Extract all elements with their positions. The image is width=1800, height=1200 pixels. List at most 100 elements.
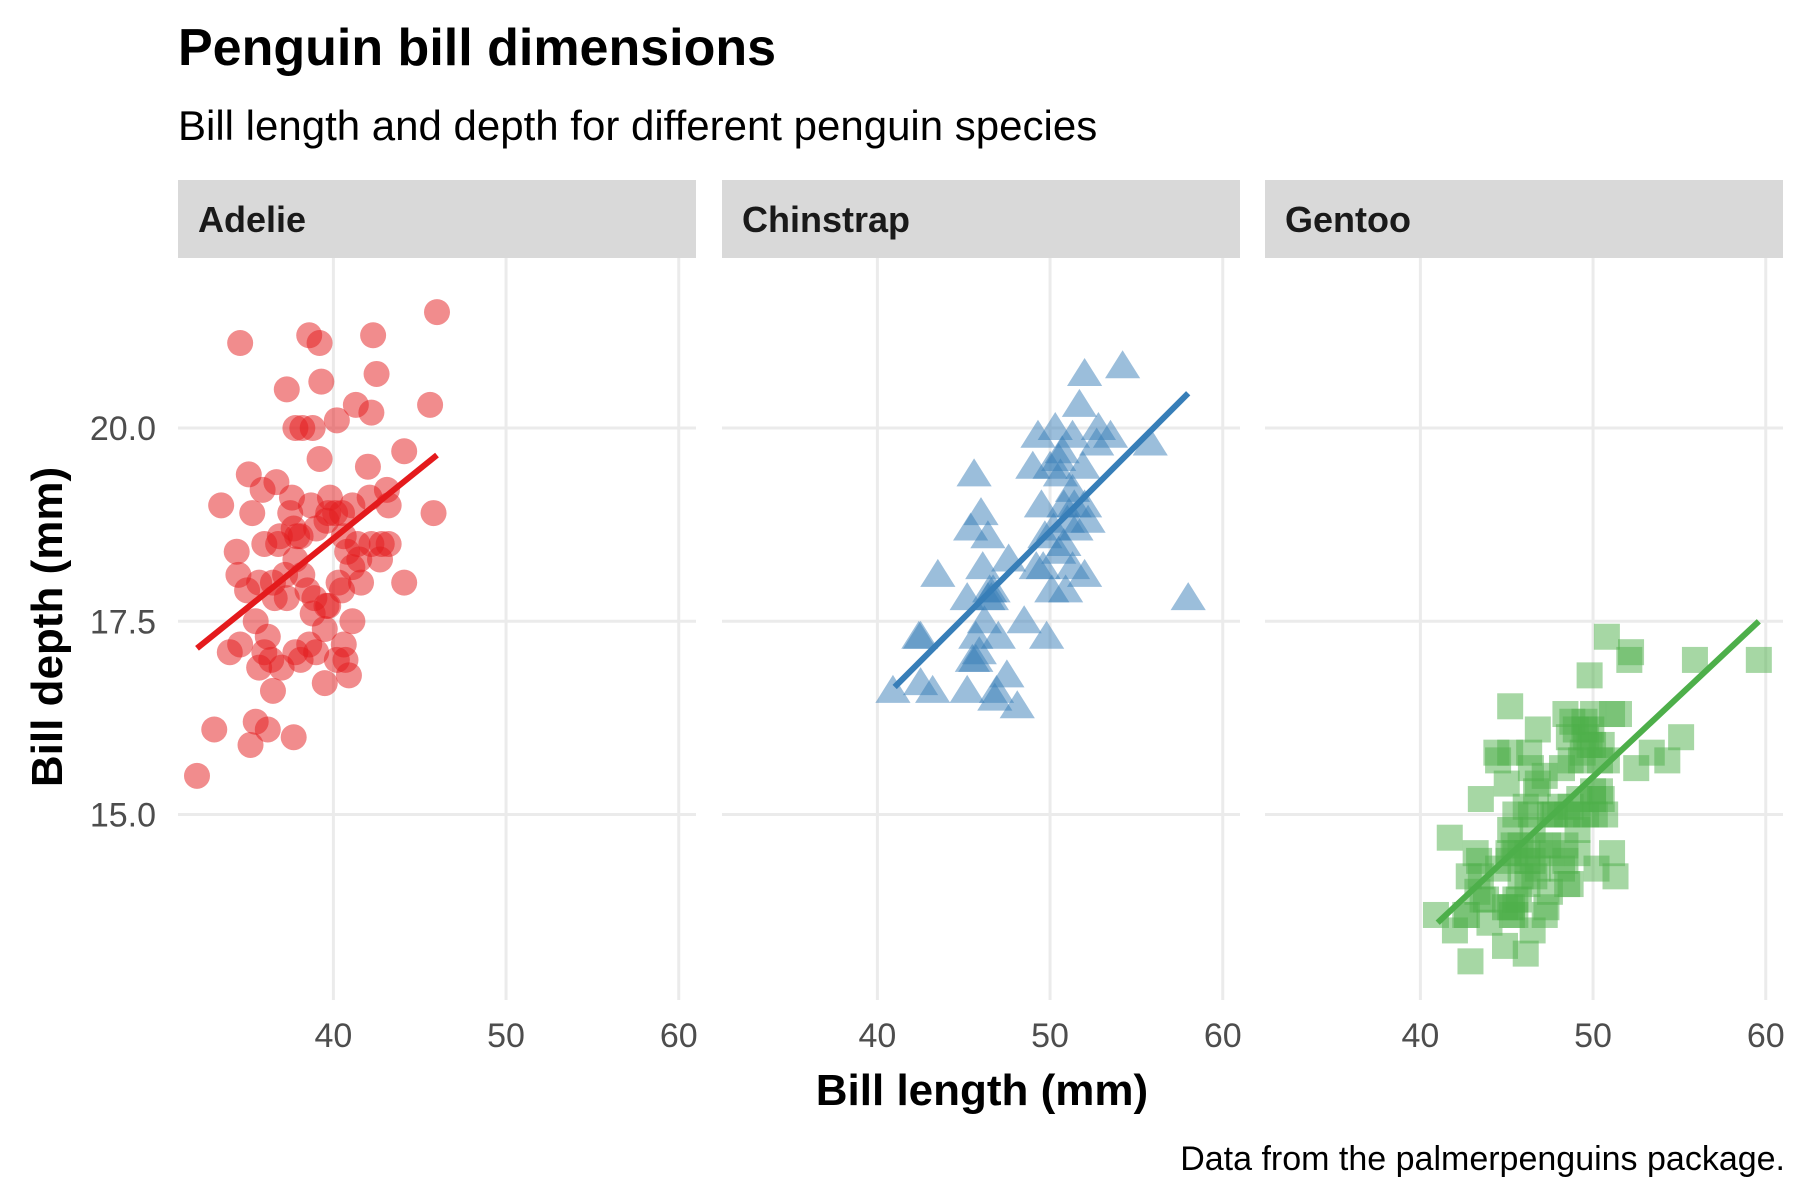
data-point [1025, 551, 1061, 580]
data-point [1079, 427, 1115, 456]
data-point [237, 731, 264, 758]
data-point [1054, 419, 1091, 448]
series-chinstrap-points [875, 350, 1206, 719]
data-point [1592, 801, 1619, 828]
data-point [354, 453, 381, 480]
data-point [1048, 574, 1084, 603]
data-point [1467, 786, 1494, 813]
x-axis-title: Bill length (mm) [816, 1066, 1148, 1115]
data-point [1044, 435, 1080, 464]
data-point [1668, 724, 1695, 751]
data-point [273, 585, 300, 612]
data-point [1512, 940, 1539, 967]
data-point [303, 639, 330, 666]
y-tick-label: 20.0 [90, 410, 156, 448]
data-point [999, 690, 1035, 719]
data-point [980, 620, 1016, 649]
data-point [363, 360, 390, 387]
data-point [1065, 450, 1101, 479]
data-point [1132, 427, 1168, 456]
data-point [1029, 620, 1065, 649]
data-point [259, 677, 286, 704]
data-point [1037, 412, 1073, 441]
data-point [358, 399, 385, 426]
y-axis-title: Bill depth (mm) [23, 467, 72, 787]
data-point [227, 330, 254, 357]
facet-strip [178, 180, 696, 258]
data-point [1020, 419, 1056, 448]
data-point [306, 445, 333, 472]
data-point [308, 368, 335, 395]
data-point [1681, 646, 1708, 673]
data-point [208, 492, 235, 519]
series-adelie-points [183, 299, 450, 789]
trend-line [195, 452, 439, 651]
data-point [1457, 948, 1484, 975]
facet-strip [722, 180, 1240, 258]
data-point [1046, 527, 1082, 556]
data-point [1605, 701, 1632, 728]
data-point [989, 659, 1025, 688]
x-tick-label: 60 [1747, 1017, 1785, 1055]
data-point [1061, 388, 1098, 417]
y-tick-label: 17.5 [90, 603, 156, 641]
data-point [420, 500, 447, 527]
data-point [201, 716, 228, 743]
chart-subtitle: Bill length and depth for different peng… [178, 102, 1097, 149]
facet-strip [1265, 180, 1783, 258]
trend-line [1435, 619, 1761, 925]
data-point [1070, 504, 1106, 533]
data-point [1023, 489, 1060, 518]
y-tick-labels: 15.0 17.5 20.0 [90, 410, 156, 834]
data-point [335, 662, 362, 689]
data-point [1493, 770, 1520, 797]
data-point [254, 716, 281, 743]
data-point [1557, 871, 1584, 898]
x-tick-label: 40 [314, 1017, 352, 1055]
data-point [306, 330, 333, 357]
data-point [963, 497, 999, 526]
data-point [1104, 350, 1141, 379]
data-point [1436, 824, 1463, 851]
data-point [254, 623, 281, 650]
x-tick-label: 40 [1401, 1017, 1439, 1055]
x-tick-label: 60 [1204, 1017, 1242, 1055]
facet-panel-gentoo: Gentoo 40 50 60 [1265, 180, 1785, 1055]
data-point [902, 620, 939, 649]
data-point [978, 674, 1015, 703]
data-point [360, 322, 387, 349]
data-point [311, 670, 338, 697]
x-tick-label: 50 [1574, 1017, 1612, 1055]
data-point [875, 674, 911, 703]
data-point [1745, 646, 1772, 673]
chart-caption: Data from the palmerpenguins package. [1180, 1140, 1785, 1178]
data-point [323, 407, 350, 434]
data-point [915, 674, 951, 703]
data-point [958, 620, 994, 649]
data-point [299, 415, 326, 442]
data-point [183, 762, 210, 789]
data-point [280, 724, 307, 751]
x-tick-label: 50 [487, 1017, 525, 1055]
data-point [1599, 840, 1626, 867]
data-point [961, 636, 997, 665]
data-point [348, 569, 375, 596]
data-point [375, 530, 402, 557]
facet-strip-label: Gentoo [1285, 199, 1411, 240]
data-point [223, 538, 250, 565]
data-point [1067, 357, 1103, 386]
data-point [1654, 747, 1681, 774]
data-point [311, 616, 338, 642]
trend-line [892, 391, 1191, 690]
data-point [417, 391, 444, 418]
data-point [949, 674, 985, 703]
data-point [1006, 605, 1042, 634]
data-point [970, 520, 1006, 549]
data-point [1497, 693, 1524, 720]
facet-panels: Adelie 40 50 60 Chinstrap 40 50 60 Gentoo 40 50 60 [178, 180, 1785, 1055]
data-point [273, 376, 300, 403]
facet-strip-label: Chinstrap [742, 199, 910, 240]
facet-panel-adelie: Adelie 40 50 60 [178, 180, 698, 1055]
data-point [1067, 489, 1103, 518]
